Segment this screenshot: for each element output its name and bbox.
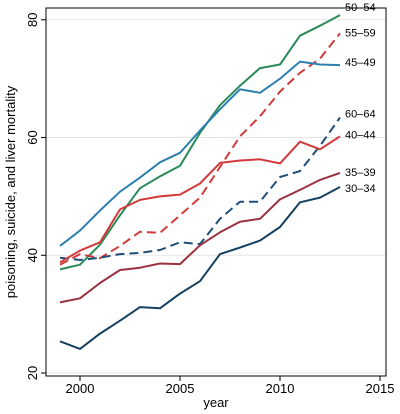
- series-line-5: [59, 135, 341, 264]
- x-axis-ticks: 2000 2005 2010 2015: [66, 376, 395, 396]
- series-line-3: [59, 60, 341, 247]
- series-label-5: 40–44: [345, 129, 376, 141]
- series-line-4: [59, 116, 341, 261]
- x-axis-title: year: [203, 395, 229, 410]
- x-tick-label-2000: 2000: [66, 381, 95, 396]
- series-label-2: 55–59: [345, 27, 376, 39]
- gridlines: [46, 19, 386, 374]
- y-tick-label-60: 60: [25, 130, 40, 144]
- series-line-1: [59, 14, 341, 271]
- series-label-6: 35–39: [345, 167, 376, 179]
- y-axis-ticks: 20 40 60 80: [25, 13, 46, 380]
- x-tick-label-2005: 2005: [166, 381, 195, 396]
- series-labels: 50–54 55–59 45–49 60–64 40–44 35–39 30–34: [345, 2, 376, 195]
- y-axis-title: poisoning, suicide, and liver mortality: [3, 85, 18, 298]
- y-tick-label-40: 40: [25, 248, 40, 262]
- x-tick-label-2010: 2010: [266, 381, 295, 396]
- plot-frame: [45, 7, 387, 377]
- series-line-6: [59, 171, 341, 304]
- series-label-4: 60–64: [345, 109, 376, 121]
- series-line-2: [59, 32, 341, 266]
- y-tick-label-80: 80: [25, 13, 40, 27]
- y-tick-label-20: 20: [25, 366, 40, 380]
- series-lines: [59, 14, 341, 350]
- series-label-3: 45–49: [345, 57, 376, 69]
- x-tick-label-2015: 2015: [366, 381, 395, 396]
- series-label-1: 50–54: [345, 2, 376, 14]
- series-line-7: [59, 186, 341, 350]
- series-label-7: 30–34: [345, 183, 376, 195]
